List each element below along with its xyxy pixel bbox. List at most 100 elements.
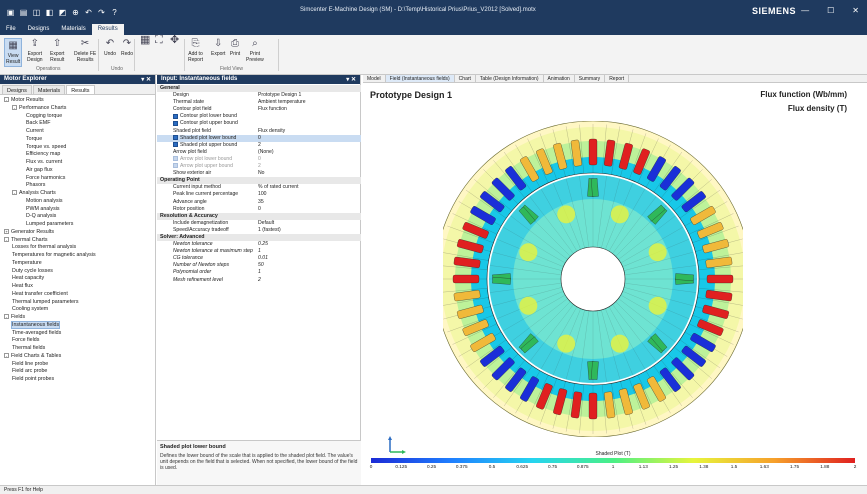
- tree-item[interactable]: - Performance Charts: [0, 105, 155, 113]
- tree-item[interactable]: Field point probes: [0, 376, 155, 384]
- export-button[interactable]: ⇩ Export: [211, 38, 225, 58]
- property-row[interactable]: Shaded plot lower bound 0: [157, 134, 361, 142]
- property-row[interactable]: Contour plot field Flux function: [157, 106, 361, 113]
- property-category[interactable]: Operating Point: [157, 177, 361, 185]
- property-value[interactable]: 0.01: [258, 255, 268, 262]
- property-row[interactable]: Arrow plot lower bound 0: [157, 156, 361, 163]
- tree-item[interactable]: Temperature: [0, 260, 155, 268]
- menu-designs[interactable]: Designs: [27, 26, 50, 32]
- toolbar-icon[interactable]: ⊕: [72, 7, 79, 17]
- property-value[interactable]: 100: [258, 191, 267, 198]
- tree-item[interactable]: Back EMF: [0, 120, 155, 128]
- tree-item[interactable]: Thermal lumped parameters: [0, 299, 155, 307]
- tree-item[interactable]: Losses for thermal analysis: [0, 244, 155, 252]
- delete-fe-results-button[interactable]: ✂ Delete FE Results: [74, 38, 96, 63]
- property-value[interactable]: 2: [258, 141, 261, 148]
- expand-toggle-icon[interactable]: -: [12, 190, 17, 196]
- tree-item[interactable]: - Fields: [0, 314, 155, 322]
- expand-toggle-icon[interactable]: -: [4, 236, 9, 242]
- toolbar-icon[interactable]: ◧: [45, 7, 54, 17]
- property-row[interactable]: Mesh refinement level 2: [157, 277, 361, 284]
- tree-item[interactable]: Heat transfer coefficient: [0, 291, 155, 299]
- property-value[interactable]: 2: [258, 276, 261, 283]
- export-design-button[interactable]: ⇪ Export Design: [27, 38, 43, 63]
- property-value[interactable]: 1 (fastest): [258, 226, 281, 233]
- property-row[interactable]: CG tolerance 0.01: [157, 255, 361, 262]
- minimize-icon[interactable]: —: [801, 6, 810, 15]
- tree-item[interactable]: D-Q analysis: [0, 213, 155, 221]
- property-category[interactable]: General: [157, 85, 361, 93]
- tab-materials[interactable]: Materials: [32, 85, 66, 94]
- redo-button[interactable]: ↷ Redo: [121, 38, 133, 58]
- tree-item[interactable]: Temperatures for magnetic analysis: [0, 252, 155, 260]
- zoom-fit-icon[interactable]: ⛶: [155, 34, 163, 46]
- view-tab[interactable]: Field (Instantaneous fields): [385, 75, 455, 82]
- tree-item[interactable]: PWM analysis: [0, 206, 155, 214]
- tree-item[interactable]: Duty cycle losses: [0, 268, 155, 276]
- property-row[interactable]: Rotor position 0: [157, 206, 361, 213]
- property-row[interactable]: Include demagnetization Default: [157, 220, 361, 227]
- menu-materials[interactable]: Materials: [61, 26, 86, 32]
- property-value[interactable]: Flux density: [258, 127, 286, 134]
- tree-item[interactable]: Cogging torque: [0, 113, 155, 121]
- tree-item[interactable]: Thermal fields: [0, 345, 155, 353]
- print-button[interactable]: ⎙ Print: [229, 38, 241, 58]
- tree-item[interactable]: Field arc probe: [0, 368, 155, 376]
- checkbox-icon[interactable]: [173, 163, 178, 169]
- property-row[interactable]: Polynomial order 1: [157, 269, 361, 276]
- motor-field-plot[interactable]: [443, 121, 743, 437]
- tree-item[interactable]: Air gap flux: [0, 167, 155, 175]
- tree-item[interactable]: Phasors: [0, 182, 155, 190]
- tree-item[interactable]: - Analysis Charts: [0, 190, 155, 198]
- property-value[interactable]: (None): [258, 148, 274, 155]
- property-row[interactable]: Arrow plot field (None): [157, 149, 361, 156]
- tree-item[interactable]: Heat flux: [0, 283, 155, 291]
- close-icon[interactable]: ✕: [852, 6, 859, 15]
- view-tab[interactable]: Model: [363, 75, 386, 82]
- menu-results[interactable]: Results: [91, 24, 124, 35]
- expand-toggle-icon[interactable]: -: [12, 104, 17, 110]
- property-value[interactable]: 0: [258, 205, 261, 212]
- expand-toggle-icon[interactable]: -: [4, 97, 9, 103]
- undo-button[interactable]: ↶ Undo: [104, 38, 116, 58]
- pin-icon[interactable]: ▾ ✕: [141, 77, 151, 83]
- tree-item[interactable]: Torque vs. speed: [0, 144, 155, 152]
- property-value[interactable]: Flux function: [258, 106, 287, 113]
- tree-item[interactable]: Cooling system: [0, 306, 155, 314]
- tree-item[interactable]: + Generator Results: [0, 229, 155, 237]
- checkbox-icon[interactable]: [173, 120, 178, 126]
- grid-tool-icon[interactable]: ▦: [140, 34, 151, 46]
- property-value[interactable]: Prototype Design 1: [258, 92, 302, 99]
- property-category[interactable]: Solver: Advanced: [157, 233, 361, 242]
- property-row[interactable]: Shaded plot upper bound 2: [157, 142, 361, 149]
- tree-item[interactable]: Heat capacity: [0, 275, 155, 283]
- property-row[interactable]: Show exterior air No: [157, 170, 361, 177]
- tree-item[interactable]: Time-averaged fields: [0, 330, 155, 338]
- property-row[interactable]: Peak line current percentage 100: [157, 191, 361, 198]
- view-tab[interactable]: Report: [605, 75, 630, 82]
- checkbox-icon[interactable]: [173, 141, 178, 147]
- toolbar-icon[interactable]: ◩: [58, 7, 67, 17]
- view-tab[interactable]: Animation: [544, 75, 575, 82]
- property-row[interactable]: Thermal state Ambient temperature: [157, 99, 361, 106]
- menu-file[interactable]: File: [6, 26, 16, 32]
- property-value[interactable]: 1: [258, 248, 261, 255]
- property-row[interactable]: Newton tolerance 0.25: [157, 241, 361, 248]
- export-result-button[interactable]: ⇧ Export Result: [50, 38, 64, 63]
- view-result-button[interactable]: ▦ View Result: [4, 38, 23, 67]
- checkbox-icon[interactable]: [173, 113, 178, 119]
- property-value[interactable]: 1: [258, 269, 261, 276]
- toolbar-icon[interactable]: ?: [112, 7, 117, 17]
- tree-item[interactable]: - Field Charts & Tables: [0, 353, 155, 361]
- tree-item[interactable]: - Motor Results: [0, 97, 155, 105]
- property-row[interactable]: Advance angle 35: [157, 199, 361, 206]
- property-value[interactable]: 0.25: [258, 241, 268, 248]
- tree-item[interactable]: Force fields: [0, 337, 155, 345]
- expand-toggle-icon[interactable]: +: [4, 228, 9, 234]
- property-row[interactable]: Newton tolerance at maximum step 1: [157, 248, 361, 255]
- property-value[interactable]: 35: [258, 198, 264, 205]
- property-row[interactable]: Design Prototype Design 1: [157, 92, 361, 99]
- property-value[interactable]: [255, 113, 258, 120]
- tree-item[interactable]: Force harmonics: [0, 175, 155, 183]
- property-row[interactable]: Number of Newton steps 50: [157, 262, 361, 269]
